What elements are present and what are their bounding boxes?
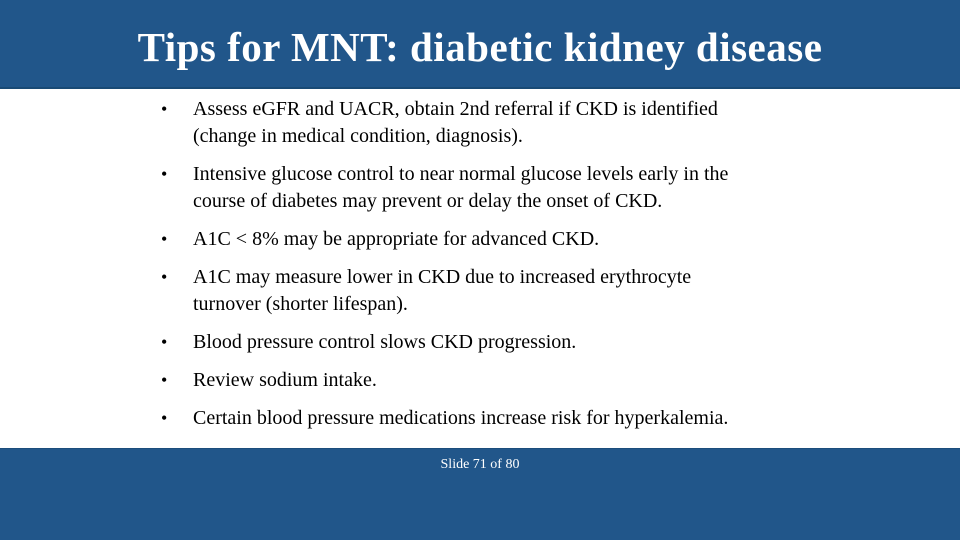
bullet-item: Certain blood pressure medications incre… [151,405,833,432]
title-banner: Tips for MNT: diabetic kidney disease [0,0,960,89]
bullet-item: A1C < 8% may be appropriate for advanced… [151,226,833,253]
slide-body: Assess eGFR and UACR, obtain 2nd referra… [0,89,960,448]
bullet-item: Blood pressure control slows CKD progres… [151,329,833,356]
slide-number: Slide 71 of 80 [440,457,520,472]
bullet-item: A1C may measure lower in CKD due to incr… [151,264,833,318]
bullet-item: Review sodium intake. [151,367,833,394]
footer-bar: Slide 71 of 80 [0,448,960,540]
bullet-item: Intensive glucose control to near normal… [151,161,833,215]
bullet-list: Assess eGFR and UACR, obtain 2nd referra… [0,89,960,432]
slide-title: Tips for MNT: diabetic kidney disease [137,23,823,70]
bullet-item: Assess eGFR and UACR, obtain 2nd referra… [151,96,833,150]
